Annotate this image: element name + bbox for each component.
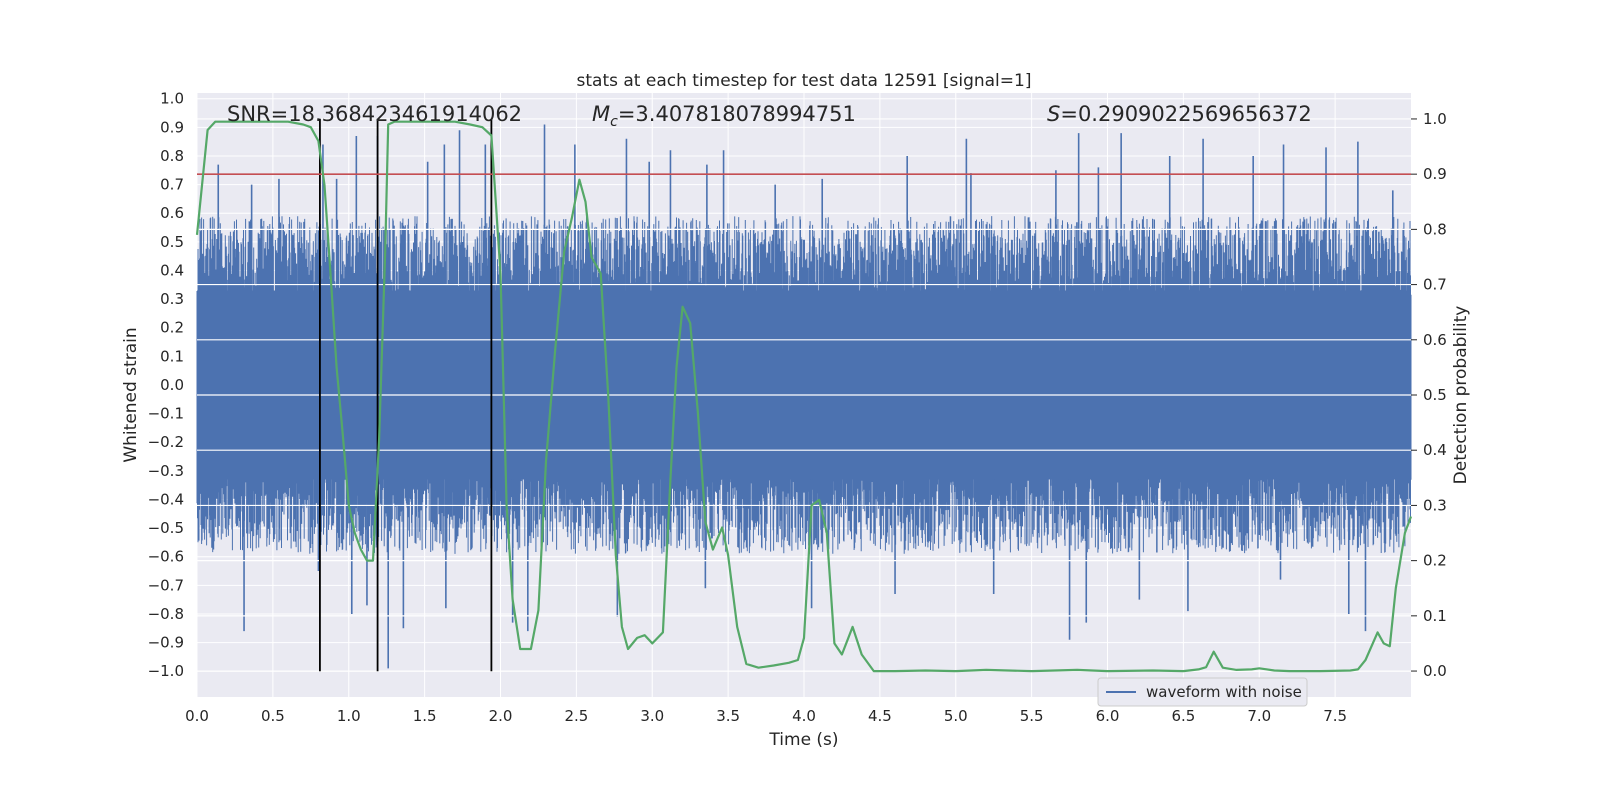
y-tick-label: 0.1 — [160, 347, 184, 365]
right-y-tick-label: 1.0 — [1423, 110, 1447, 128]
y-tick-label: 1.0 — [160, 90, 184, 108]
probability-line — [195, 120, 1413, 673]
waveform-core — [197, 290, 1411, 480]
x-tick-label: 0.5 — [261, 707, 285, 725]
right-y-tick-label: 0.3 — [1423, 496, 1447, 514]
chirp-mass-value: =3.407818078994751 — [618, 102, 856, 126]
y-tick-label: 0.7 — [160, 176, 184, 194]
y-tick-label: 0.2 — [160, 319, 184, 337]
y-tick-label: 0.6 — [160, 204, 184, 222]
waveform-series — [196, 124, 1412, 669]
x-tick-label: 6.5 — [1171, 707, 1195, 725]
y-tick-label: 0.8 — [160, 147, 184, 165]
x-tick-label: 1.5 — [413, 707, 437, 725]
chirp-mass-symbol: M — [592, 102, 610, 126]
chart-title: stats at each timestep for test data 125… — [577, 71, 1032, 91]
y-tick-labels: 1.0 0.9 0.8 0.7 0.6 0.5 0.4 0.3 0.2 0.1 0.0 −0.1 −0.… — [148, 90, 184, 681]
legend-box — [1097, 677, 1308, 707]
x-tick-label: 0.0 — [185, 707, 209, 725]
right-y-tick-labels: 1.0 0.9 0.8 0.7 0.6 0.5 0.4 0.3 0.2 0.1 0.0 — [1411, 110, 1447, 680]
y-tick-label: −0.3 — [148, 462, 184, 480]
snr-annotation: SNR=18.368423461914062 — [227, 102, 522, 126]
x-tick-label: 2.5 — [564, 707, 588, 725]
x-tick-label: 6.0 — [1096, 707, 1120, 725]
right-y-tick-label: 0.0 — [1423, 662, 1447, 680]
vertical-markers — [319, 118, 493, 672]
y-tick-label: 0.5 — [160, 233, 184, 251]
right-y-axis-label: Detection probability — [1451, 306, 1471, 485]
y-tick-label: −0.8 — [148, 605, 184, 623]
x-tick-label: 1.0 — [337, 707, 361, 725]
legend-label: waveform with noise — [1146, 683, 1302, 701]
y-tick-label: 0.4 — [160, 261, 184, 279]
right-y-tick-label: 0.5 — [1423, 386, 1447, 404]
legend: waveform with noise — [1097, 677, 1308, 707]
score-value: =0.2909022569656372 — [1060, 102, 1311, 126]
score-symbol: S — [1047, 102, 1060, 126]
x-tick-label: 5.0 — [944, 707, 968, 725]
x-tick-labels: 0.0 0.5 1.0 1.5 2.0 2.5 3.0 3.5 4.0 4.5 5.0 5.5 6.0 6… — [185, 707, 1347, 725]
y-tick-label: −0.6 — [148, 548, 184, 566]
chirp-mass-annotation: Mc=3.407818078994751 — [592, 102, 856, 130]
y-tick-label: −1.0 — [148, 662, 184, 680]
right-y-tick-label: 0.2 — [1423, 552, 1447, 570]
right-y-tick-label: 0.1 — [1423, 607, 1447, 625]
y-tick-label: 0.3 — [160, 290, 184, 308]
y-axis-label: Whitened strain — [121, 327, 141, 462]
x-tick-label: 5.5 — [1020, 707, 1044, 725]
x-tick-label: 4.5 — [868, 707, 892, 725]
x-tick-label: 3.0 — [640, 707, 664, 725]
x-tick-label: 7.0 — [1247, 707, 1271, 725]
y-tick-label: −0.1 — [148, 405, 184, 423]
right-y-tick-label: 0.7 — [1423, 276, 1447, 294]
y-tick-label: −0.5 — [148, 519, 184, 537]
y-tick-label: 0.0 — [160, 376, 184, 394]
y-tick-label: −0.9 — [148, 634, 184, 652]
x-tick-label: 2.0 — [489, 707, 513, 725]
y-tick-label: −0.4 — [148, 490, 184, 508]
y-tick-label: −0.2 — [148, 433, 184, 451]
chirp-mass-subscript: c — [610, 114, 618, 130]
x-tick-label: 4.0 — [792, 707, 816, 725]
probability-series — [195, 120, 1413, 673]
y-tick-label: −0.7 — [148, 576, 184, 594]
right-y-tick-label: 0.8 — [1423, 220, 1447, 238]
right-y-tick-label: 0.6 — [1423, 331, 1447, 349]
right-y-tick-label: 0.9 — [1423, 165, 1447, 183]
x-tick-label: 3.5 — [716, 707, 740, 725]
score-annotation: S=0.2909022569656372 — [1047, 102, 1312, 126]
x-tick-label: 7.5 — [1323, 707, 1347, 725]
y-tick-label: 0.9 — [160, 118, 184, 136]
x-axis-label: Time (s) — [768, 730, 838, 750]
right-y-tick-label: 0.4 — [1423, 441, 1447, 459]
